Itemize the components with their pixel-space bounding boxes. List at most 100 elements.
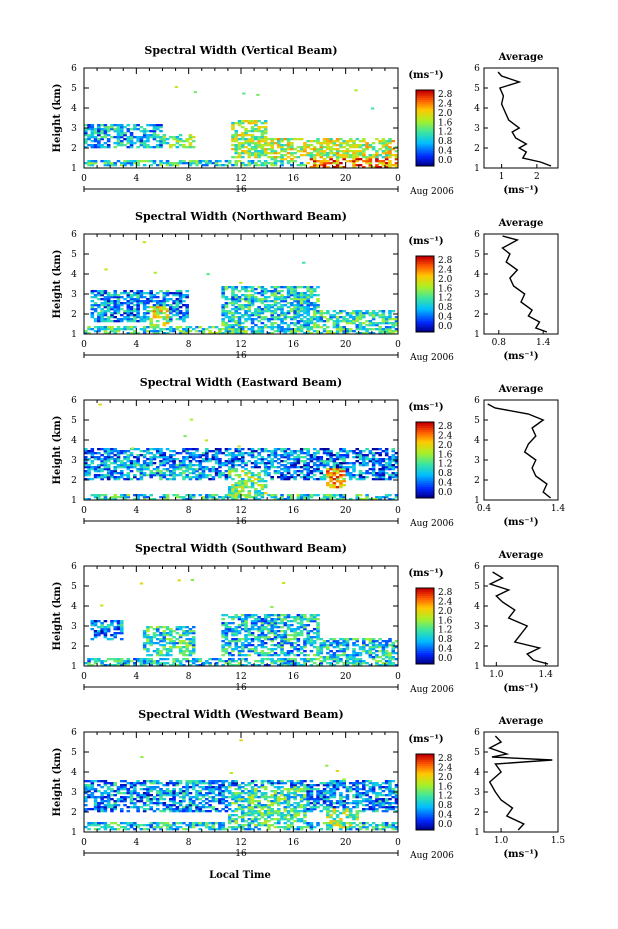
colorbar-unit: (ms⁻¹) — [408, 568, 443, 579]
heatmap-cell — [358, 332, 363, 335]
heatmap-cell — [106, 802, 111, 805]
colorbar-swatch — [416, 128, 434, 131]
heatmap-cell — [87, 470, 91, 473]
heatmap-cell — [146, 144, 150, 147]
heatmap-cell — [237, 122, 242, 125]
heatmap-cell — [87, 660, 91, 663]
colorbar-swatch — [416, 280, 434, 283]
heatmap-cell — [244, 150, 248, 153]
heatmap-cell — [394, 474, 399, 477]
heatmap-cell — [296, 306, 301, 309]
heatmap-cell — [316, 468, 320, 471]
heatmap-cell — [188, 136, 193, 139]
heatmap-cell — [260, 154, 265, 157]
heatmap-cell — [100, 798, 104, 801]
heatmap-cell — [342, 474, 346, 477]
heatmap-cell — [129, 132, 134, 135]
heatmap-cell — [270, 620, 275, 623]
heatmap-cell — [260, 626, 265, 629]
heatmap-cell — [152, 138, 157, 141]
heatmap-cell — [381, 164, 386, 167]
heatmap-cell — [110, 330, 114, 333]
heatmap-cell — [319, 160, 324, 163]
heatmap-cell — [371, 332, 376, 335]
heatmap-cell — [391, 318, 396, 321]
heatmap-cell — [388, 312, 392, 315]
heatmap-cell — [270, 322, 275, 325]
heatmap-cell — [381, 664, 386, 667]
colorbar-swatch — [416, 660, 434, 663]
heatmap-cell — [227, 454, 232, 457]
heatmap-cell — [100, 124, 104, 127]
heatmap-cell — [280, 638, 284, 641]
heatmap-cell — [162, 134, 167, 137]
heatmap-cell — [146, 310, 150, 313]
heatmap-cell — [237, 152, 242, 155]
heatmap-cell — [326, 648, 330, 651]
heatmap-cell — [257, 458, 261, 461]
heatmap-cell — [345, 150, 350, 153]
heatmap-cell — [319, 318, 324, 321]
heatmap-cell — [358, 164, 363, 167]
heatmap-cell — [234, 642, 239, 645]
heatmap-cell — [352, 142, 356, 145]
heatmap-cell — [263, 634, 268, 637]
heatmap-cell — [388, 456, 392, 459]
heatmap-cell — [296, 320, 301, 323]
heatmap-cell — [182, 652, 186, 655]
heatmap-cell — [106, 308, 111, 311]
heatmap-cell — [116, 828, 121, 831]
colorbar-swatch — [416, 261, 434, 264]
heatmap-cell — [335, 166, 340, 169]
colorbar-swatch — [416, 645, 434, 648]
heatmap-cell — [106, 466, 111, 469]
heatmap-cell — [319, 314, 324, 317]
heatmap-cell — [231, 460, 235, 463]
heatmap-cell — [362, 314, 366, 317]
heatmap-cell — [116, 140, 121, 143]
heatmap-cell — [116, 294, 121, 297]
heatmap-cell — [188, 466, 193, 469]
heatmap-cell — [188, 146, 193, 149]
heatmap-cell — [276, 498, 281, 501]
heatmap-cell — [211, 332, 216, 335]
heatmap-cell — [162, 632, 167, 635]
heatmap-cell — [116, 134, 121, 137]
colorbar-tick-label: 2.8 — [438, 256, 453, 266]
heatmap-cell — [106, 800, 111, 803]
heatmap-cell — [93, 326, 98, 329]
heatmap-cell — [198, 474, 203, 477]
heatmap-cell — [316, 466, 320, 469]
heatmap-cell — [283, 456, 288, 459]
heatmap-cell — [244, 130, 248, 133]
heatmap-cell — [191, 140, 196, 143]
heatmap-cell — [263, 140, 268, 143]
heatmap-cell — [244, 164, 248, 167]
heatmap-cell — [260, 640, 265, 643]
heatmap-cell — [234, 150, 239, 153]
heatmap-cell — [354, 89, 358, 92]
heatmap-cell — [139, 318, 144, 321]
heatmap-cell — [84, 460, 88, 463]
heatmap-cell — [100, 632, 104, 635]
heatmap-cell — [247, 140, 252, 143]
heatmap-cell — [159, 638, 163, 641]
y-tick-label: 5 — [71, 250, 77, 260]
heatmap-cell — [241, 494, 245, 497]
heatmap-cell — [247, 614, 252, 617]
heatmap-cell — [335, 452, 340, 455]
heatmap-cell — [267, 648, 271, 651]
heatmap-cell — [254, 330, 258, 333]
heatmap-cell — [169, 458, 173, 461]
heatmap-cell — [169, 664, 173, 667]
heatmap-cell — [214, 456, 219, 459]
heatmap-cell — [191, 642, 196, 645]
colorbar-swatch — [416, 322, 434, 325]
heatmap-cell — [378, 154, 382, 157]
heatmap-cell — [103, 164, 108, 167]
heatmap-cell — [191, 328, 196, 331]
heatmap-cell — [260, 642, 265, 645]
heatmap-cell — [100, 138, 104, 141]
colorbar-swatch — [416, 442, 434, 446]
heatmap-cell — [188, 162, 193, 165]
